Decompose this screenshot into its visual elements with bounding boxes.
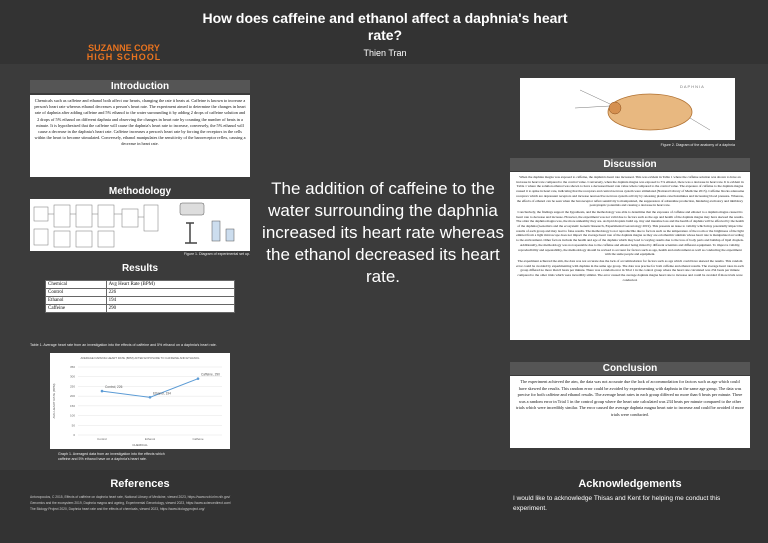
- x-tick-label: Caffeine: [192, 437, 203, 441]
- y-tick-label: 150: [70, 404, 75, 408]
- school-logo: SUZANNE CORY HIGH SCHOOL: [80, 44, 168, 62]
- paragraph: When the daphnia magna was exposed to ca…: [515, 175, 745, 208]
- school-line1: SUZANNE CORY: [88, 43, 160, 53]
- decoration: DAPHNIA: [680, 84, 705, 89]
- graph-caption: Graph 1. Averaged data from an investiga…: [58, 452, 165, 461]
- table-cell: 226: [105, 288, 236, 297]
- intro-text: Chemicals such as caffeine and ethanol b…: [30, 95, 250, 177]
- section-heading: Introduction: [30, 80, 250, 93]
- y-tick-label: 200: [70, 394, 75, 398]
- table-caption: Table 1. Average heart rate from an inve…: [30, 343, 217, 347]
- references-list: Antonopoulos, C 2015, Effects of caffein…: [30, 494, 420, 512]
- y-tick-label: 300: [70, 375, 75, 379]
- header: [0, 0, 768, 64]
- results-table: Chemical Avg Heart Rate (BPM) Control 226 …: [45, 280, 236, 313]
- table-cell: 290: [105, 304, 236, 313]
- y-tick-label: 350: [70, 365, 75, 369]
- y-tick-label: 100: [70, 414, 75, 418]
- y-axis-label: AVG HEART RATE (BPM): [52, 384, 56, 419]
- x-tick-label: Ethanol: [145, 437, 156, 441]
- table-cell: 194: [105, 296, 236, 305]
- section-heading: Methodology: [30, 185, 250, 198]
- point: [196, 377, 200, 380]
- point: [100, 389, 104, 393]
- daphnia-diagram: DAPHNIA: [520, 78, 735, 140]
- x-tick-label: Control: [97, 437, 107, 441]
- figure-caption: Figure 2. Diagram of the anatomy of a da…: [660, 143, 735, 147]
- school-line2: HIGH SCHOOL: [86, 52, 162, 62]
- paragraph: The experiment achieved the aim, the dat…: [516, 258, 744, 282]
- section-heading: Acknowledgements: [578, 478, 682, 490]
- conclusion-text: The experiment achieved the aim, the dat…: [510, 376, 750, 448]
- section-heading: Conclusion: [510, 362, 750, 375]
- method-diagram: [30, 199, 250, 251]
- table-cell: Control: [45, 288, 107, 297]
- paragraph: Conclusively, the findings support the h…: [516, 209, 744, 257]
- author: Thien Tran: [363, 48, 407, 58]
- point: [148, 396, 152, 399]
- section-heading: Discussion: [510, 158, 750, 171]
- discussion-text: When the daphnia magna was exposed to ca…: [510, 172, 750, 340]
- acknowledgements-text: I would like to acknowledge Thisas and K…: [513, 495, 721, 512]
- chart: AVERAGE DAPHNIA HEART RATE (BPM) AFTER E…: [50, 353, 230, 449]
- figure-caption: Figure 1. Diagram of experimental set up…: [183, 252, 250, 256]
- y-tick-label: 250: [70, 384, 75, 388]
- data-label: Ethanol, 194: [153, 391, 171, 395]
- section-heading: References: [110, 478, 170, 490]
- reference: Antonopoulos, C 2015, Effects of caffein…: [30, 495, 231, 499]
- results-table-wrap: Chemical Avg Heart Rate (BPM) Control 226 …: [45, 280, 236, 313]
- section-heading: Results: [30, 262, 250, 275]
- y-tick-label: 50: [72, 423, 76, 427]
- x-axis-label: CHEMICAL: [132, 443, 148, 447]
- y-tick-label: 0: [73, 433, 75, 437]
- table-header: Chemical Avg Heart Rate (BPM): [45, 280, 236, 289]
- data-label: Control, 226: [105, 385, 123, 389]
- key-finding: The addition of caffeine to the water su…: [262, 179, 504, 286]
- table-cell: Avg Heart Rate (BPM): [105, 280, 236, 289]
- data-label: Caffeine, 290: [201, 373, 220, 377]
- footer: [0, 470, 768, 543]
- table-cell: Ethanol: [45, 296, 107, 305]
- table-cell: Chemical: [45, 280, 107, 289]
- title: How does caffeine and ethanol affect a d…: [202, 10, 568, 43]
- table-cell: Caffeine: [45, 304, 107, 313]
- reference: Genomics and the ecosystem 2019, Daphnia…: [30, 501, 231, 505]
- chart-title: AVERAGE DAPHNIA HEART RATE (BPM) AFTER E…: [80, 356, 199, 360]
- reference: The Biology Project 2020, Daphnia heart …: [30, 507, 205, 511]
